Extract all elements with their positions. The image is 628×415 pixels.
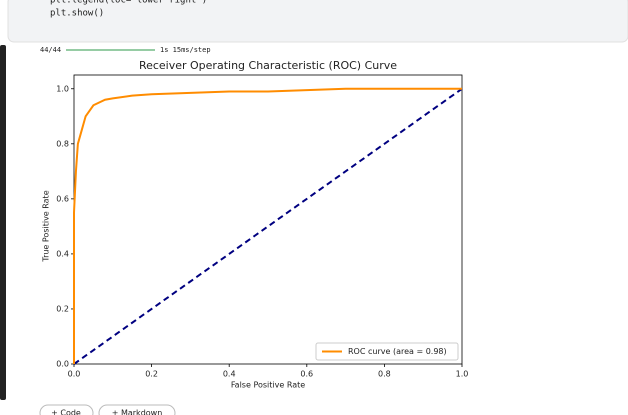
y-tick-label: 0.6 <box>56 194 69 203</box>
cell-marker <box>0 45 6 400</box>
legend-label: ROC curve (area = 0.98) <box>348 347 447 356</box>
chart-title: Receiver Operating Characteristic (ROC) … <box>139 59 397 72</box>
y-tick-label: 0.4 <box>56 249 69 258</box>
add-code-button[interactable] <box>39 404 94 415</box>
y-axis-label: True Positive Rate <box>42 190 51 262</box>
y-tick-label: 1.0 <box>56 84 69 93</box>
code-line: plt.legend(loc='lower right') <box>50 0 207 6</box>
code-cell <box>7 0 628 43</box>
progress-time: 1s 15ms/step <box>160 46 211 54</box>
y-tick-label: 0.0 <box>56 360 69 369</box>
add-markdown-button[interactable] <box>98 404 176 415</box>
y-tick-label: 0.2 <box>56 304 69 313</box>
plot-area <box>73 74 463 365</box>
x-tick-label: 0.6 <box>300 370 313 379</box>
x-axis-label: False Positive Rate <box>231 381 305 390</box>
roc-line <box>73 87 462 364</box>
x-tick-label: 0.4 <box>223 370 236 379</box>
x-tick-label: 0.0 <box>68 370 81 379</box>
x-tick-label: 1.0 <box>456 370 469 379</box>
progress-count: 44/44 <box>40 46 61 54</box>
y-tick-label: 0.8 <box>56 139 69 148</box>
add-code-label[interactable]: + Code <box>51 409 81 415</box>
x-tick-label: 0.8 <box>378 370 391 379</box>
legend-box <box>315 342 459 361</box>
x-tick-label: 0.2 <box>145 370 158 379</box>
add-markdown-label[interactable]: + Markdown <box>112 409 163 415</box>
code-line: plt.show() <box>50 9 104 19</box>
